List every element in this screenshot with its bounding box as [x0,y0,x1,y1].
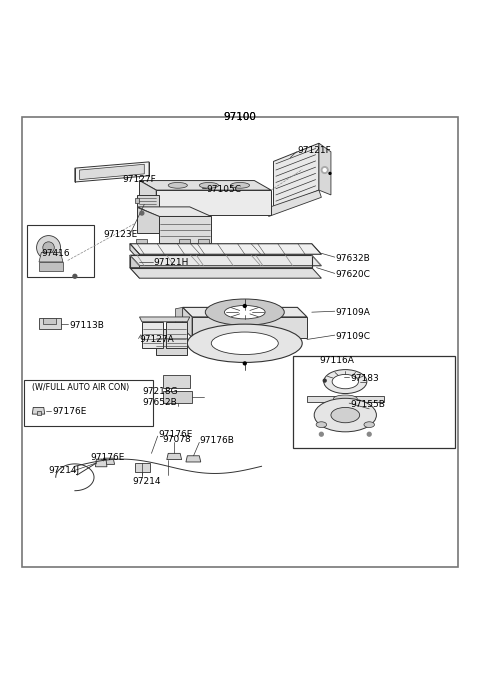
Polygon shape [130,255,322,266]
Text: 97121F: 97121F [298,146,331,155]
Polygon shape [75,162,149,182]
Text: 97100: 97100 [224,112,256,122]
Bar [27,225,94,278]
Polygon shape [307,396,384,401]
Text: 97155B: 97155B [350,400,385,409]
Bar [179,239,190,244]
Circle shape [243,362,246,365]
Ellipse shape [332,374,359,389]
Text: 97176E: 97176E [91,453,125,462]
Bar [293,355,456,447]
Text: 97214: 97214 [132,477,161,485]
Ellipse shape [199,183,218,188]
Text: 97218G: 97218G [142,387,178,395]
Circle shape [323,379,326,382]
Text: 97127A: 97127A [140,335,174,344]
Polygon shape [175,307,182,328]
Polygon shape [156,329,187,355]
Circle shape [323,169,326,171]
Polygon shape [182,307,192,338]
Ellipse shape [314,398,376,432]
Polygon shape [137,195,158,207]
Text: 97416: 97416 [41,249,70,259]
Bar [136,239,147,244]
Polygon shape [96,459,107,466]
Text: 97109C: 97109C [336,332,371,341]
Circle shape [140,211,144,215]
Polygon shape [102,458,115,464]
Text: 97100: 97100 [224,112,256,122]
Polygon shape [130,244,140,261]
Polygon shape [140,317,190,322]
Polygon shape [32,408,45,414]
Polygon shape [266,190,322,217]
Polygon shape [156,190,271,215]
Text: 97632B: 97632B [336,254,371,263]
Ellipse shape [316,422,326,427]
Ellipse shape [333,395,357,403]
Bar [135,463,150,472]
Polygon shape [36,411,41,415]
Text: 97176E: 97176E [158,430,193,439]
Polygon shape [142,322,163,348]
Polygon shape [130,267,322,278]
Bar [43,318,56,324]
Circle shape [367,433,371,436]
Bar [135,198,140,202]
Ellipse shape [364,422,374,427]
Text: 97105C: 97105C [206,185,241,194]
Text: 97183: 97183 [350,374,379,383]
Circle shape [43,242,54,253]
Bar [198,239,209,244]
Circle shape [36,236,60,259]
Ellipse shape [211,332,278,355]
Bar [24,380,153,426]
Circle shape [322,167,328,173]
Ellipse shape [324,370,367,393]
Text: 97176E: 97176E [52,407,86,416]
Bar [163,391,192,403]
Ellipse shape [230,183,250,188]
Polygon shape [274,144,319,209]
Polygon shape [39,262,63,271]
Ellipse shape [187,324,302,362]
Ellipse shape [331,408,360,422]
Ellipse shape [225,305,265,319]
Polygon shape [158,217,211,243]
Polygon shape [137,207,211,217]
Polygon shape [130,255,140,278]
Text: 97620C: 97620C [336,270,371,279]
Circle shape [329,173,331,175]
Text: 97121H: 97121H [154,259,189,267]
Polygon shape [80,165,144,179]
Text: 97116A: 97116A [319,357,354,366]
Text: (W/FULL AUTO AIR CON): (W/FULL AUTO AIR CON) [32,383,129,392]
Polygon shape [186,456,201,462]
Circle shape [320,433,323,436]
Ellipse shape [168,183,187,188]
Circle shape [243,305,246,307]
Bar [39,318,60,329]
Text: 97113B: 97113B [69,321,104,330]
Polygon shape [166,322,187,348]
Polygon shape [137,207,158,233]
Text: 97078: 97078 [162,435,191,445]
Text: 97123E: 97123E [104,230,138,239]
Polygon shape [167,454,181,460]
Polygon shape [130,244,322,255]
Text: 97214J: 97214J [48,466,80,475]
Bar [163,375,190,389]
Text: 97127F: 97127F [122,175,156,184]
Text: 97652B: 97652B [143,397,178,407]
Polygon shape [140,181,271,190]
Polygon shape [39,253,63,262]
Polygon shape [140,181,156,215]
Ellipse shape [205,299,284,326]
Text: 97109A: 97109A [336,307,371,317]
Text: 97176B: 97176B [199,436,234,445]
Polygon shape [182,307,307,317]
Polygon shape [192,317,307,338]
Circle shape [73,274,77,278]
Polygon shape [319,144,331,195]
